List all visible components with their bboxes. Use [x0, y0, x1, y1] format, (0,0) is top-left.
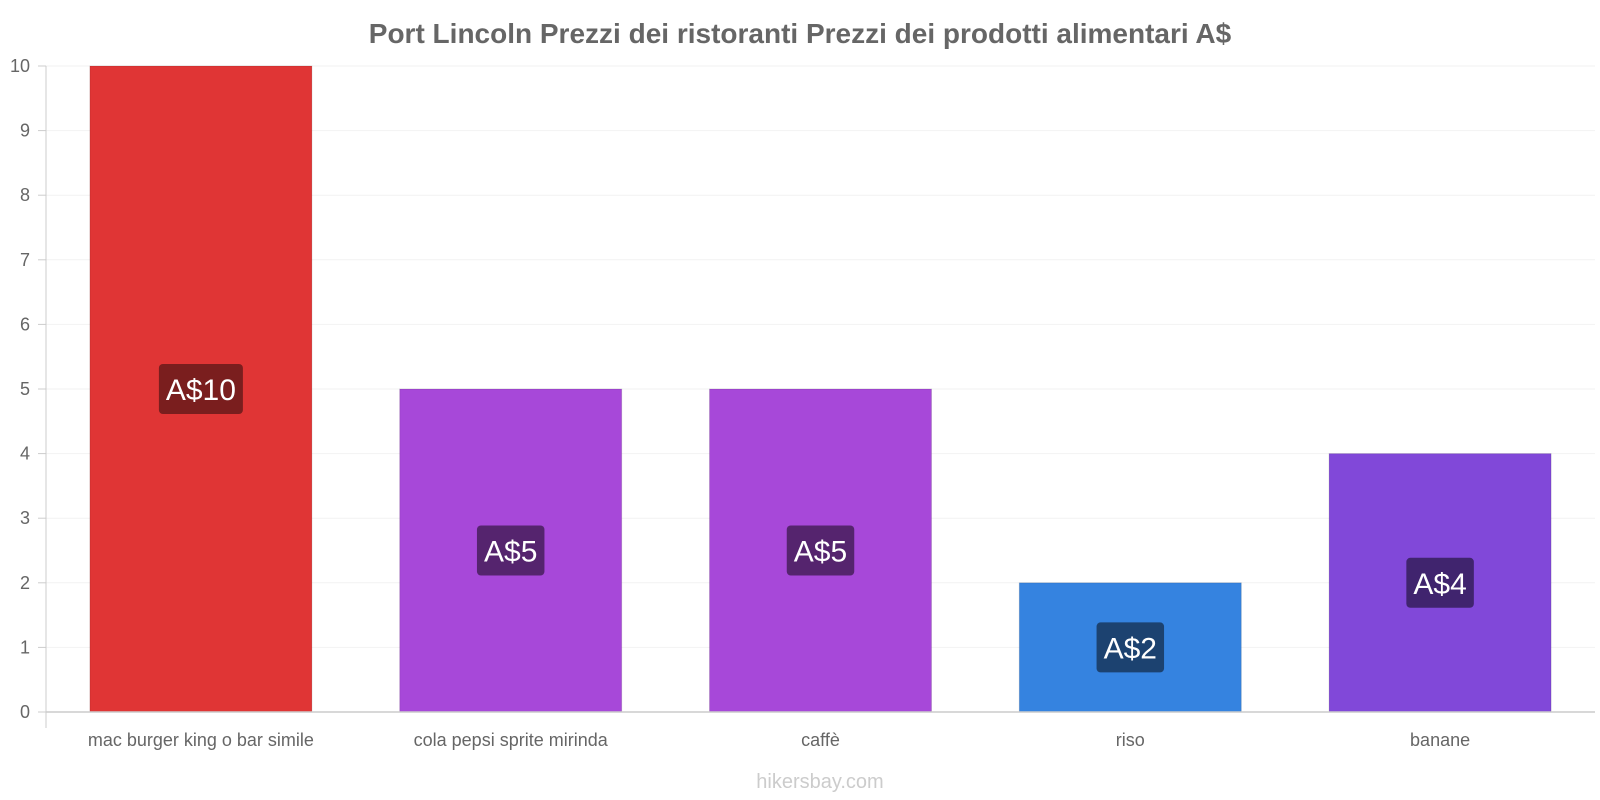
chart-title: Port Lincoln Prezzi dei ristoranti Prezz… [369, 18, 1232, 49]
x-category-label: riso [1116, 730, 1145, 750]
x-category-label: cola pepsi sprite mirinda [414, 730, 609, 750]
data-label-box [786, 525, 855, 576]
y-tick-label: 9 [20, 121, 30, 141]
y-tick-label: 6 [20, 314, 30, 334]
y-tick-label: 8 [20, 185, 30, 205]
data-labels: A$10 A$5 A$5 A$2 A$4 [158, 364, 1474, 673]
y-tick-label: 0 [20, 702, 30, 722]
y-axis-ticks: 0 1 2 3 4 5 6 7 8 9 10 [10, 56, 46, 722]
y-tick-label: 7 [20, 250, 30, 270]
x-category-label: caffè [801, 730, 840, 750]
y-tick-label: 1 [20, 637, 30, 657]
data-label-box [1096, 622, 1165, 673]
data-label: A$10 [166, 374, 236, 407]
data-label-box [476, 525, 545, 576]
y-tick-label: 3 [20, 508, 30, 528]
y-tick-label: 2 [20, 573, 30, 593]
data-label: A$2 [1104, 632, 1157, 665]
watermark: hikersbay.com [756, 771, 883, 793]
x-category-label: mac burger king o bar simile [88, 730, 314, 750]
data-label: A$5 [794, 536, 847, 569]
data-label: A$4 [1413, 568, 1466, 601]
axes [45, 66, 1595, 728]
data-label-box [1406, 557, 1474, 608]
x-category-label: banane [1410, 730, 1470, 750]
x-axis-labels: mac burger king o bar simile cola pepsi s… [88, 730, 1470, 750]
y-tick-label: 4 [20, 444, 30, 464]
y-tick-label: 5 [20, 379, 30, 399]
data-label-box [158, 364, 243, 414]
data-label: A$5 [484, 536, 537, 569]
y-tick-label: 10 [10, 56, 30, 76]
